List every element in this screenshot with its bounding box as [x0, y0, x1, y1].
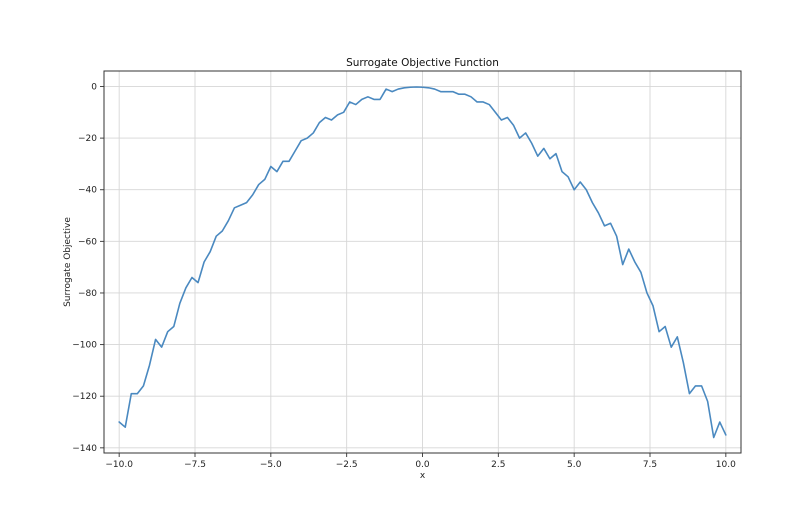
series-layer — [118, 86, 727, 439]
x-tick-label: −10.0 — [105, 460, 133, 470]
series-line — [118, 86, 727, 439]
y-tick-label: −80 — [78, 289, 97, 299]
x-tick-label: −5.0 — [260, 460, 282, 470]
y-axis-label: Surrogate Objective — [63, 217, 73, 307]
y-tick-label: −140 — [72, 444, 97, 454]
x-tick-label: 10.0 — [716, 460, 736, 470]
x-tick-label: 5.0 — [567, 460, 582, 470]
y-tick-label: 0 — [91, 82, 97, 92]
y-tick-label: −100 — [72, 341, 97, 351]
y-tick-label: −60 — [78, 237, 97, 247]
x-tick-label: 2.5 — [491, 460, 505, 470]
axis-ticks: −10.0 −7.5 −5.0 −2.5 0.0 2.5 5.0 7.5 10.0 0 −20 −40… — [72, 82, 736, 470]
x-tick-label: 7.5 — [643, 460, 657, 470]
x-tick-label: −2.5 — [336, 460, 358, 470]
y-tick-label: −40 — [78, 186, 97, 196]
y-tick-label: −120 — [72, 392, 97, 402]
x-tick-label: −7.5 — [184, 460, 206, 470]
x-tick-label: 0.0 — [415, 460, 430, 470]
y-tick-label: −20 — [78, 134, 97, 144]
chart-title: Surrogate Objective Function — [346, 57, 499, 69]
x-axis-label: x — [420, 471, 426, 481]
grid-lines — [104, 71, 741, 453]
